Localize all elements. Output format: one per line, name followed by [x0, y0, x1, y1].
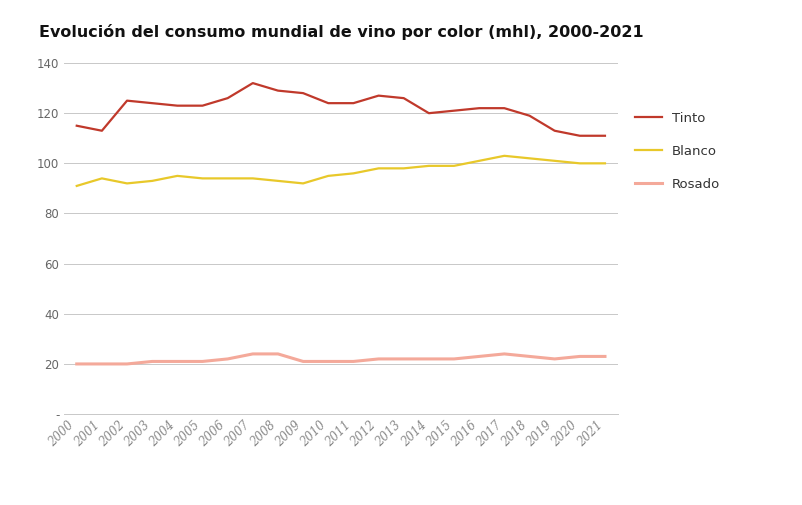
Tinto: [550, 128, 560, 134]
Rosado: [424, 356, 434, 362]
Rosado: [298, 359, 308, 365]
Tinto: [248, 80, 257, 86]
Rosado: [600, 354, 610, 360]
Tinto: [349, 100, 358, 106]
Tinto: [525, 113, 534, 119]
Blanco: [550, 158, 560, 164]
Blanco: [424, 163, 434, 169]
Blanco: [349, 170, 358, 176]
Rosado: [474, 354, 484, 360]
Tinto: [424, 110, 434, 116]
Blanco: [198, 175, 208, 181]
Tinto: [198, 103, 208, 109]
Rosado: [122, 361, 132, 367]
Rosado: [449, 356, 459, 362]
Line: Blanco: Blanco: [77, 156, 605, 186]
Rosado: [97, 361, 107, 367]
Tinto: [273, 87, 283, 93]
Rosado: [323, 359, 333, 365]
Blanco: [500, 153, 509, 159]
Blanco: [97, 175, 107, 181]
Blanco: [525, 156, 534, 162]
Blanco: [449, 163, 459, 169]
Legend: Tinto, Blanco, Rosado: Tinto, Blanco, Rosado: [635, 112, 720, 191]
Blanco: [148, 178, 157, 184]
Blanco: [298, 180, 308, 186]
Rosado: [148, 359, 157, 365]
Tinto: [223, 95, 233, 101]
Rosado: [500, 351, 509, 357]
Tinto: [449, 108, 459, 114]
Tinto: [399, 95, 408, 101]
Rosado: [349, 359, 358, 365]
Rosado: [374, 356, 383, 362]
Blanco: [474, 158, 484, 164]
Tinto: [600, 133, 610, 139]
Blanco: [172, 173, 182, 179]
Tinto: [474, 105, 484, 111]
Tinto: [172, 103, 182, 109]
Blanco: [399, 165, 408, 171]
Tinto: [72, 123, 82, 129]
Blanco: [122, 180, 132, 186]
Rosado: [198, 359, 208, 365]
Blanco: [374, 165, 383, 171]
Rosado: [550, 356, 560, 362]
Tinto: [122, 97, 132, 104]
Blanco: [72, 183, 82, 189]
Tinto: [298, 90, 308, 96]
Tinto: [500, 105, 509, 111]
Tinto: [575, 133, 585, 139]
Blanco: [600, 160, 610, 166]
Title: Evolución del consumo mundial de vino por color (mhl), 2000-2021: Evolución del consumo mundial de vino po…: [38, 24, 643, 39]
Blanco: [323, 173, 333, 179]
Rosado: [248, 351, 257, 357]
Blanco: [223, 175, 233, 181]
Tinto: [374, 92, 383, 98]
Rosado: [575, 354, 585, 360]
Rosado: [223, 356, 233, 362]
Rosado: [399, 356, 408, 362]
Rosado: [273, 351, 283, 357]
Rosado: [525, 354, 534, 360]
Tinto: [323, 100, 333, 106]
Blanco: [248, 175, 257, 181]
Blanco: [273, 178, 283, 184]
Line: Rosado: Rosado: [77, 354, 605, 364]
Rosado: [172, 359, 182, 365]
Line: Tinto: Tinto: [77, 83, 605, 136]
Blanco: [575, 160, 585, 166]
Rosado: [72, 361, 82, 367]
Tinto: [97, 128, 107, 134]
Tinto: [148, 100, 157, 106]
